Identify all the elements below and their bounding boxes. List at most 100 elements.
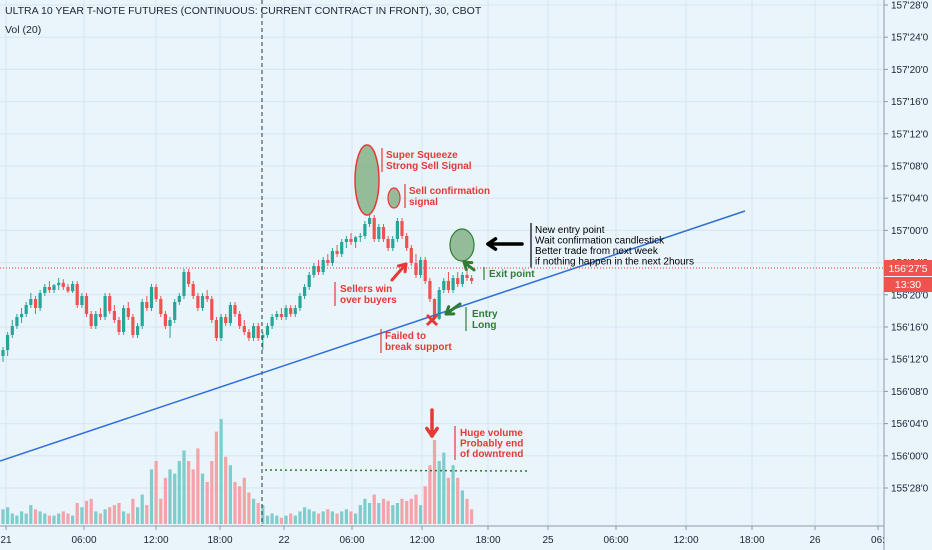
candle-body: [238, 314, 242, 326]
volume-bar: [456, 477, 460, 524]
time-tick-label: 12:00: [409, 535, 434, 546]
price-axis[interactable]: 157'28'0 157'24'0 157'20'0 157'16'0 157'12'0…: [883, 0, 932, 550]
price-tick-label: 156'04'0: [891, 419, 929, 430]
annotation-line: Strong Sell Signal: [386, 161, 472, 172]
volume-bar: [349, 511, 353, 524]
candle-body: [24, 305, 28, 314]
volume-bar: [29, 505, 33, 524]
volume-bar: [182, 450, 186, 524]
candle-body: [414, 263, 418, 275]
price-tick-label: 156'12'0: [891, 355, 929, 366]
time-tick-label: 21: [0, 535, 12, 546]
volume-bar: [24, 513, 28, 524]
volume-bar: [432, 440, 437, 524]
volume-bar: [98, 513, 102, 524]
entry-arrow: [444, 302, 462, 316]
candle-body: [381, 227, 386, 239]
volume-bar: [270, 513, 274, 524]
volume-indicator-label[interactable]: Vol (20): [5, 24, 42, 36]
time-tick-label: 06:00: [71, 535, 96, 546]
candle-body: [465, 275, 469, 278]
volume-bar: [238, 486, 242, 524]
volume-reference-line: [264, 469, 531, 472]
volume-bar: [38, 511, 42, 524]
volume-bar: [354, 513, 358, 524]
candle-body: [219, 317, 223, 338]
volume-bar: [20, 511, 24, 524]
countdown-badge: [884, 277, 932, 292]
volume-bar: [303, 507, 307, 524]
trendline: [0, 210, 746, 462]
volume-bar: [446, 477, 450, 524]
candle-body: [94, 314, 98, 326]
price-tick-label: 157'04'0: [891, 194, 929, 205]
candle-body: [428, 281, 432, 299]
volume-bar: [233, 482, 237, 524]
candle-body: [136, 326, 140, 335]
candle-body: [405, 236, 409, 248]
annotation-line: Entry: [472, 309, 498, 320]
volume-bars: [1, 419, 474, 524]
candle-body: [247, 332, 251, 338]
candle-body: [358, 236, 362, 238]
candle-body: [395, 221, 399, 239]
candle-body: [196, 296, 200, 308]
volume-arrow: [425, 408, 439, 438]
volume-bar: [470, 509, 474, 524]
volume-bar: [122, 511, 126, 524]
volume-bar: [284, 515, 288, 524]
volume-bar: [196, 448, 200, 524]
candle-body: [242, 326, 246, 332]
candle-body: [372, 218, 376, 239]
volume-bar: [112, 505, 116, 524]
volume-bar: [340, 511, 344, 524]
candle-body: [145, 302, 149, 308]
overlays: [0, 0, 884, 526]
candle-body: [200, 296, 205, 308]
volume-bar: [428, 465, 432, 524]
volume-bar: [298, 511, 302, 524]
volume-bar: [131, 498, 135, 524]
time-axis[interactable]: 21 06:00 12:00 18:00 22 06:00 12:00 18:00 25 06:0…: [0, 525, 885, 546]
candle-body: [298, 296, 302, 308]
candle-body: [228, 305, 232, 323]
volume-bar: [368, 503, 372, 524]
candle-body: [210, 299, 214, 320]
time-tick-label: 18:00: [475, 535, 500, 546]
candle-body: [163, 314, 167, 326]
candle-body: [1, 350, 5, 356]
candle-body: [451, 278, 455, 290]
candle-body: [391, 239, 395, 248]
volume-bar: [173, 473, 177, 524]
price-tick-label: 156'16'0: [891, 323, 929, 334]
countdown-value: 13:30: [895, 279, 921, 291]
price-tick-label: 157'12'0: [891, 129, 929, 140]
volume-bar: [344, 509, 348, 524]
volume-bar: [89, 498, 93, 524]
candle-body: [270, 317, 274, 326]
volume-bar: [256, 503, 260, 524]
candle-body: [442, 281, 446, 290]
candle-body: [140, 302, 144, 326]
candle-body: [15, 317, 19, 326]
candle-body: [335, 251, 339, 254]
annotation-line: Wait confirmation candlestick: [535, 236, 665, 247]
price-tick-label: 156'00'0: [891, 451, 929, 462]
volume-bar: [321, 511, 325, 524]
volume-bar: [126, 513, 130, 524]
volume-bar: [187, 461, 191, 524]
candle-body: [187, 272, 191, 284]
sellers-arrow: [390, 262, 408, 282]
price-tick-label: 157'16'0: [891, 97, 929, 108]
candle-body: [224, 317, 228, 323]
candle-body: [437, 290, 441, 319]
volume-bar: [177, 461, 181, 524]
volume-bar: [423, 486, 427, 524]
arrow-head: [396, 262, 408, 274]
last-price-badge[interactable]: [884, 260, 932, 276]
volume-bar: [451, 465, 455, 524]
volume-bar: [224, 456, 228, 524]
